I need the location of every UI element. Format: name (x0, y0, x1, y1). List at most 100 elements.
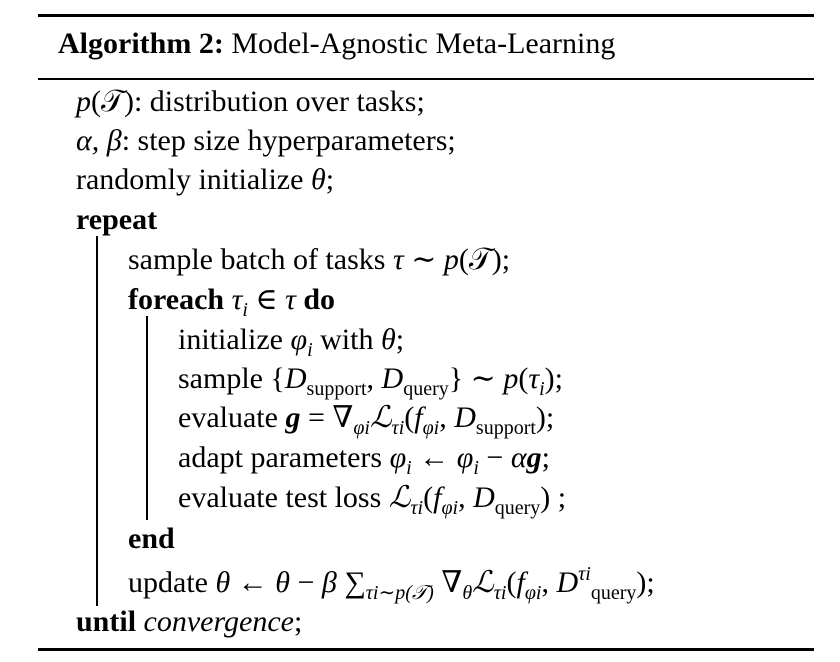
line-step-sizes: α, β: step size hyperparameters; (76, 123, 456, 159)
token: i (242, 299, 248, 321)
line-init-phi: initialize φi with θ; (178, 322, 405, 361)
token: φi (422, 417, 440, 439)
token: p (443, 243, 459, 276)
token: (𝒯): distribution over tasks; (91, 85, 425, 118)
token: θ (215, 566, 231, 599)
token: ∈ (247, 283, 286, 316)
token: D (284, 362, 307, 395)
line-task-distribution: p(𝒯): distribution over tasks; (76, 84, 425, 120)
token: initialize (178, 323, 291, 356)
token: θ (462, 582, 473, 604)
token: sample batch of tasks (128, 243, 393, 276)
token: ∇ (433, 566, 463, 599)
token: foreach (128, 283, 225, 316)
token: φi (524, 582, 542, 604)
token: φi (353, 417, 370, 439)
algorithm-caption: Algorithm 2: Model-Agnostic Meta-Learnin… (58, 26, 615, 62)
token: θ (380, 323, 396, 356)
token: D (473, 481, 495, 514)
token: ); (636, 566, 655, 599)
token: ← (411, 441, 457, 474)
token: p (503, 362, 519, 395)
token: p (76, 85, 91, 118)
algorithm-label: Algorithm 2: (58, 27, 224, 60)
token: : step size hyperparameters; (121, 124, 456, 157)
token: φ (389, 441, 407, 474)
token: ( (518, 362, 529, 395)
token: D (381, 362, 404, 395)
token: do (303, 283, 336, 316)
token: g (526, 441, 542, 474)
token: τi (391, 417, 405, 439)
token: f (433, 481, 442, 514)
line-evaluate-gradient: evaluate g = ∇φiℒτi(fφi, Dsupport); (178, 400, 554, 439)
token: τi (578, 563, 591, 585)
line-sample-batch: sample batch of tasks τ ∼ p(𝒯); (128, 242, 510, 278)
line-foreach: foreach τi ∈ τ do (128, 282, 336, 321)
bottom-rule (38, 648, 814, 651)
token: } ∼ (448, 362, 504, 395)
token: τ (231, 283, 243, 316)
token: , (366, 362, 382, 395)
token: ℒ (369, 401, 392, 434)
token: β (321, 566, 337, 599)
token: ) ; (540, 481, 567, 514)
token: ← (230, 566, 276, 599)
token: τi (493, 582, 507, 604)
token: adapt parameters (178, 441, 390, 474)
token: − (478, 441, 511, 474)
token: g (285, 401, 301, 434)
token: with (312, 323, 381, 356)
token: , (458, 481, 474, 514)
token: D (454, 401, 476, 434)
token: end (128, 522, 175, 555)
line-test-loss: evaluate test loss ℒτi(fφi, Dquery) ; (178, 480, 567, 519)
token: , (439, 401, 455, 434)
token: query (494, 497, 541, 519)
token: τ (392, 243, 404, 276)
token: τi∼p(𝒯) (365, 582, 434, 604)
token: ; (395, 323, 405, 356)
token: ); (544, 362, 563, 395)
token: i (307, 339, 313, 361)
token: ; (325, 163, 335, 196)
line-until: until convergence; (76, 604, 302, 640)
line-sample-sets: sample {Dsupport, Dquery} ∼ p(τi); (178, 361, 563, 400)
line-end: end (128, 521, 175, 557)
token: f (414, 401, 423, 434)
token: τ (528, 362, 540, 395)
token: ; (541, 441, 550, 474)
token: ; (294, 605, 303, 638)
top-rule (38, 14, 814, 17)
token: f (516, 566, 525, 599)
token: φi (441, 497, 459, 519)
line-init-theta: randomly initialize θ; (76, 162, 334, 198)
token: ( (423, 481, 434, 514)
token: α (510, 441, 527, 474)
caption-rule (38, 78, 814, 80)
token: D (556, 566, 579, 599)
token: τi (410, 497, 424, 519)
token: sample { (178, 362, 285, 395)
token: support (306, 378, 367, 400)
repeat-block-bar (96, 236, 98, 606)
token: evaluate (178, 401, 286, 434)
token: θ (310, 163, 326, 196)
token: ( (404, 401, 415, 434)
token: randomly initialize (76, 163, 311, 196)
token: ℒ (472, 566, 494, 599)
token: α, β (76, 124, 122, 157)
token: convergence (143, 605, 294, 638)
token: i (473, 457, 479, 479)
line-adapt-parameters: adapt parameters φi ← φi − αg; (178, 440, 550, 479)
token: τ (285, 283, 296, 316)
token: φ (290, 323, 308, 356)
token: i (539, 378, 545, 400)
token: until (76, 605, 137, 638)
algorithm-box: Algorithm 2: Model-Agnostic Meta-Learnin… (38, 14, 814, 652)
token: ∑ (336, 566, 366, 599)
token: i (406, 457, 412, 479)
token: support (475, 417, 536, 439)
token: ( (506, 566, 517, 599)
token: evaluate test loss (178, 481, 389, 514)
